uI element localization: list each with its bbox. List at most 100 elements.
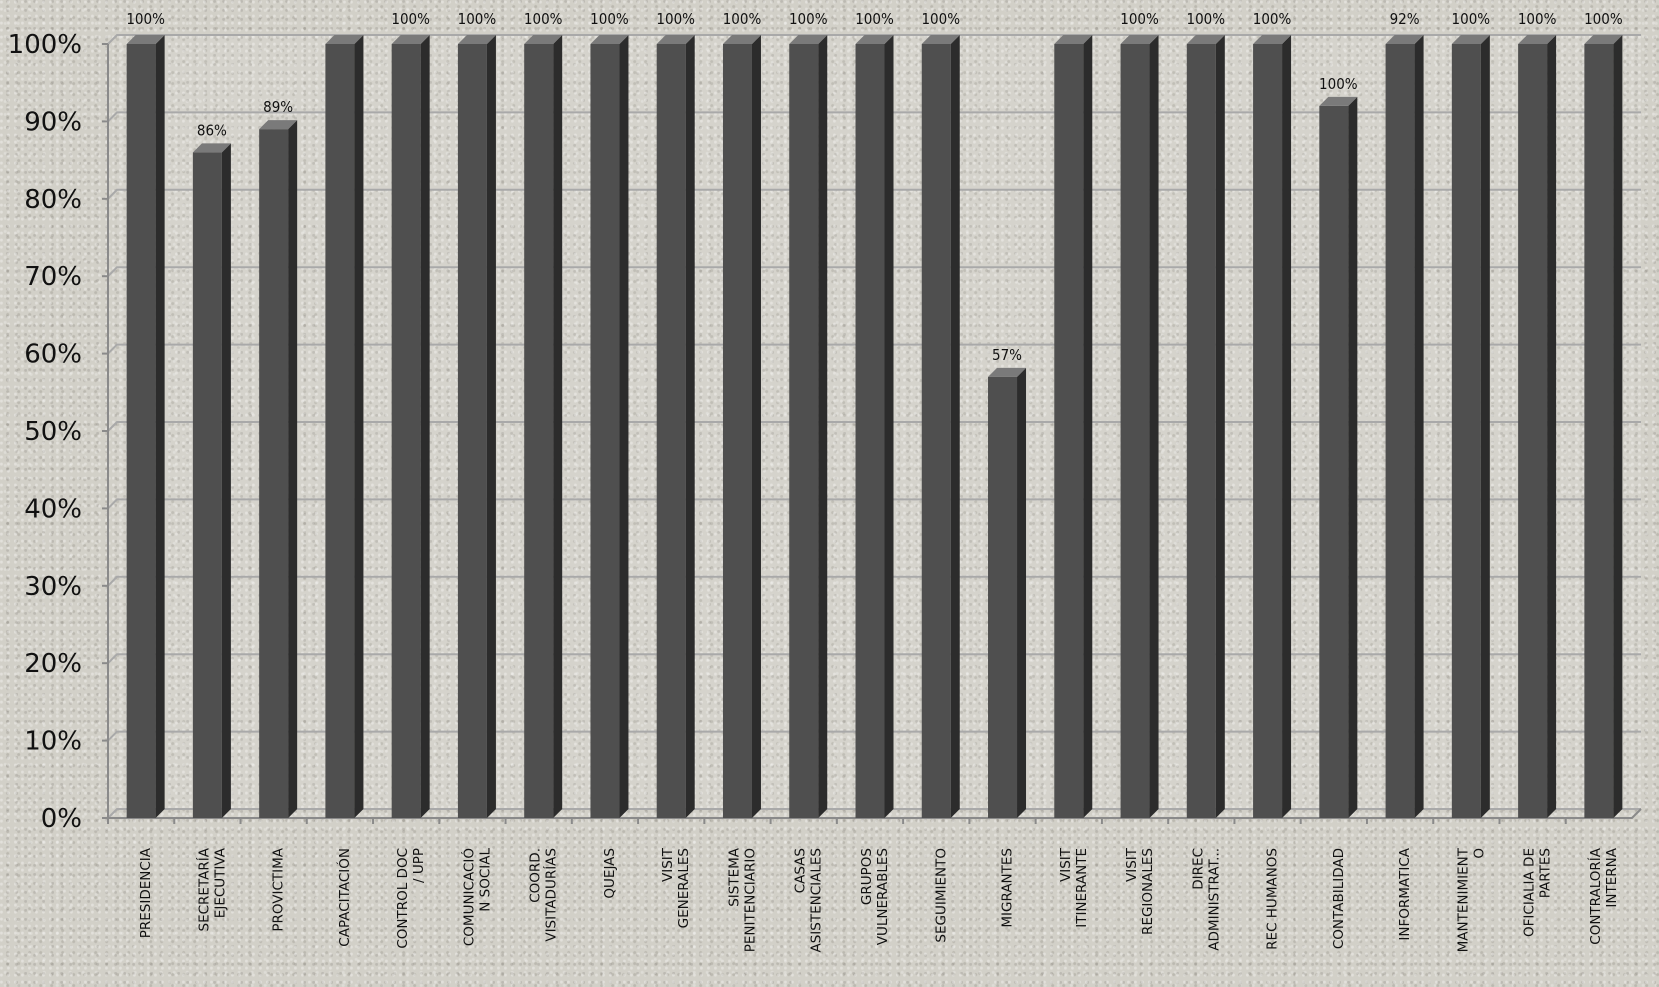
y-tick-label: 90% bbox=[24, 107, 82, 137]
x-category-label: GRUPOSVULNERABLES bbox=[859, 848, 891, 945]
data-label: 89% bbox=[263, 98, 293, 116]
bar-front bbox=[1385, 44, 1415, 818]
bar-top bbox=[391, 35, 430, 44]
x-category-label: INFORMATICA bbox=[1397, 847, 1413, 940]
bar-front bbox=[1253, 44, 1283, 818]
bar bbox=[192, 143, 231, 819]
data-labels: 100% 86% 89% 100% 100% 100% 100% 100% 100% 100% 10… bbox=[126, 10, 1622, 364]
bar-top bbox=[1054, 35, 1093, 44]
bar-front bbox=[192, 152, 222, 819]
bar-side bbox=[1282, 35, 1292, 818]
bar bbox=[590, 35, 629, 818]
x-category-label: CASASASISTENCIALES bbox=[793, 848, 825, 953]
bar-side bbox=[1348, 96, 1358, 819]
bar-front bbox=[1054, 44, 1084, 818]
bar bbox=[524, 35, 563, 818]
bar bbox=[126, 35, 165, 818]
bar-side bbox=[1547, 35, 1557, 818]
bar bbox=[1054, 35, 1093, 818]
bar-front bbox=[1451, 44, 1481, 818]
bar-top bbox=[855, 35, 894, 44]
y-tick-label: 40% bbox=[24, 494, 82, 524]
data-label: 86% bbox=[197, 121, 227, 139]
x-category-label: QUEJAS bbox=[602, 848, 618, 899]
bar bbox=[1120, 35, 1159, 818]
bar-top bbox=[1120, 35, 1159, 44]
y-tick-label: 30% bbox=[24, 572, 82, 602]
bar-side bbox=[1480, 35, 1490, 818]
x-category-label: SECRETARÍAEJECUTIVA bbox=[195, 847, 228, 931]
bar-side bbox=[884, 35, 894, 818]
data-label: 100% bbox=[590, 10, 629, 28]
bar-top bbox=[325, 35, 364, 44]
x-axis-category-labels: PRESIDENCIA SECRETARÍAEJECUTIVA PROVICTIMA… bbox=[138, 847, 1620, 952]
bar-front bbox=[921, 44, 951, 818]
data-label: 100% bbox=[1187, 10, 1226, 28]
bar-front bbox=[789, 44, 819, 818]
bar-side bbox=[619, 35, 629, 818]
x-category-label: VISITGENERALES bbox=[660, 847, 692, 928]
y-tick-label: 10% bbox=[24, 727, 82, 757]
bar-front bbox=[988, 376, 1018, 818]
x-category-label: REC HUMANOS bbox=[1265, 848, 1281, 950]
x-category-label: OFICIALIA DEPARTES bbox=[1522, 848, 1554, 937]
bar-top bbox=[656, 35, 695, 44]
data-label: 100% bbox=[524, 10, 563, 28]
x-category-label: DIRECADMINISTRAT... bbox=[1190, 848, 1222, 951]
bar bbox=[1518, 35, 1557, 818]
bar-side bbox=[486, 35, 496, 818]
data-label: 100% bbox=[458, 10, 497, 28]
bar-side bbox=[553, 35, 563, 818]
data-label: 100% bbox=[855, 10, 894, 28]
y-tick-label: 70% bbox=[24, 262, 82, 292]
bar-side bbox=[1083, 35, 1093, 818]
bar bbox=[855, 35, 894, 818]
bar-top bbox=[988, 367, 1027, 377]
y-tick-label: 100% bbox=[8, 30, 82, 60]
bar-top bbox=[1451, 35, 1490, 44]
x-category-label: VISITREGIONALES bbox=[1124, 847, 1156, 935]
bar-front bbox=[1319, 105, 1349, 819]
y-tick-label: 0% bbox=[41, 804, 82, 834]
bar-side bbox=[1017, 367, 1027, 818]
bar-side bbox=[420, 35, 430, 818]
bar bbox=[1186, 35, 1225, 818]
bar-top bbox=[1584, 35, 1623, 44]
bar-top bbox=[524, 35, 563, 44]
bar bbox=[722, 35, 761, 818]
bar-front bbox=[1584, 44, 1614, 818]
bar-front bbox=[1186, 44, 1216, 818]
bars bbox=[126, 35, 1623, 819]
x-category-label: SISTEMAPENITENCIARIO bbox=[726, 847, 758, 952]
bar-front bbox=[126, 44, 156, 818]
bar-front bbox=[722, 44, 752, 818]
bar bbox=[789, 35, 828, 818]
x-category-label: MIGRANTES bbox=[1000, 848, 1016, 928]
bar bbox=[1385, 35, 1424, 818]
bar-front bbox=[1518, 44, 1548, 818]
bar-side bbox=[950, 35, 960, 818]
data-label: 100% bbox=[1584, 10, 1623, 28]
bar-top bbox=[1385, 35, 1424, 44]
x-category-label: COMUNICACIÓN SOCIAL bbox=[459, 848, 493, 947]
bar-side bbox=[288, 120, 298, 818]
bar bbox=[1253, 35, 1292, 818]
x-category-label: VISITITINERANTE bbox=[1058, 847, 1090, 928]
data-label: 100% bbox=[789, 10, 828, 28]
bar-top bbox=[457, 35, 496, 44]
bar-side bbox=[685, 35, 695, 818]
bar-top bbox=[921, 35, 960, 44]
bar-front bbox=[524, 44, 554, 818]
y-tick-label: 60% bbox=[24, 340, 82, 370]
bar-front bbox=[590, 44, 620, 818]
x-category-label: CONTABILIDAD bbox=[1331, 848, 1347, 949]
data-label: 100% bbox=[723, 10, 762, 28]
bar-side bbox=[354, 35, 364, 818]
bar-front bbox=[457, 44, 487, 818]
y-tick-label: 50% bbox=[24, 417, 82, 447]
data-label: 100% bbox=[921, 10, 960, 28]
bar-top bbox=[789, 35, 828, 44]
x-category-label: SEGUIMIENTO bbox=[933, 848, 949, 943]
y-axis-tick-labels: 0% 10% 20% 30% 40% 50% 60% 70% 80% 90% 100% bbox=[8, 30, 82, 834]
bar bbox=[1451, 35, 1490, 818]
